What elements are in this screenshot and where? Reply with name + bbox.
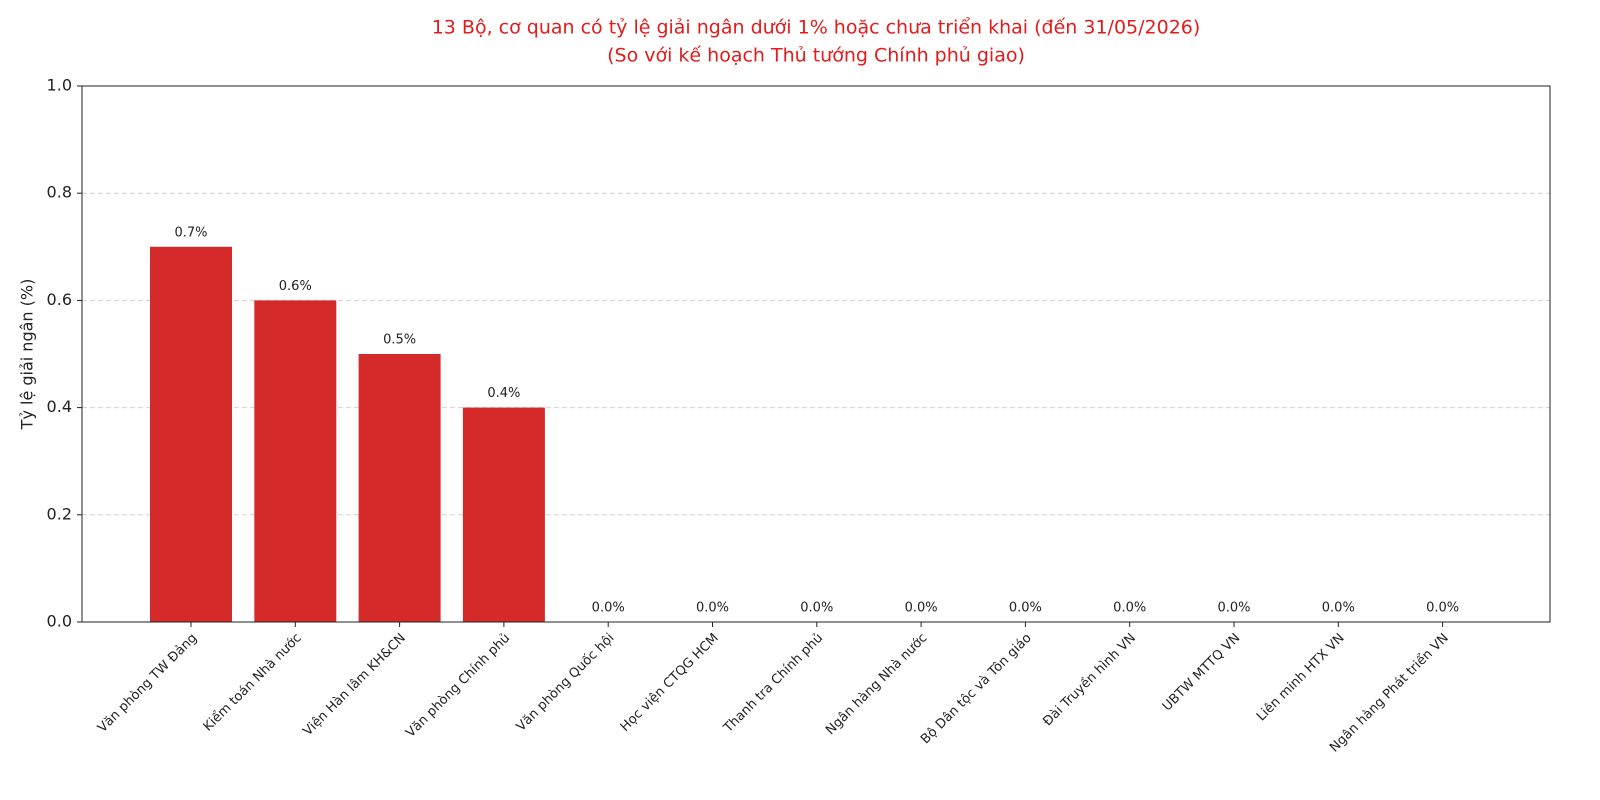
x-tick-label: Ngân hàng Nhà nước (823, 631, 930, 738)
value-label: 0.6% (279, 279, 312, 294)
plot-frame (81, 85, 1551, 623)
x-tick-label: Thanh tra Chính phủ (720, 631, 826, 737)
x-tick-label: Bộ Dân tộc và Tôn giáo (918, 631, 1035, 748)
x-tick-label: Ngân hàng Phát triển VN (1327, 631, 1452, 756)
value-label: 0.5% (383, 333, 416, 348)
bar (358, 354, 441, 622)
value-label: 0.0% (800, 601, 833, 616)
y-tick-label: 0.8 (47, 183, 72, 202)
y-tick-label: 0.2 (47, 504, 72, 523)
value-label: 0.0% (905, 601, 938, 616)
chart-subtitle: (So với kế hoạch Thủ tướng Chính phủ gia… (607, 45, 1025, 67)
x-tick-label: Kiểm toán Nhà nước (201, 631, 305, 735)
value-label: 0.7% (174, 225, 207, 240)
value-label: 0.0% (592, 601, 625, 616)
value-label: 0.0% (1009, 601, 1042, 616)
y-tick-label: 0.6 (47, 290, 72, 309)
y-tick-label: 1.0 (47, 76, 72, 95)
x-tick-label: UBTW MTTQ VN (1160, 631, 1244, 715)
bar (254, 300, 337, 622)
x-tick-label: Văn phòng Quốc hội (514, 631, 618, 735)
x-tick-label: Văn phòng Chính phủ (403, 631, 513, 741)
value-label: 0.0% (1426, 601, 1459, 616)
value-label: 0.0% (696, 601, 729, 616)
x-tick-label: Viện Hàn lâm KH&CN (300, 631, 408, 739)
value-label: 0.0% (1113, 601, 1146, 616)
x-tick-label: Đài Truyền hình VN (1040, 631, 1139, 730)
value-label: 0.4% (487, 386, 520, 401)
value-label: 0.0% (1217, 601, 1250, 616)
y-axis-label: Tỷ lệ giải ngân (%) (18, 279, 37, 431)
x-tick-label: Liên minh HTX VN (1254, 631, 1348, 725)
x-tick-label: Văn phòng TW Đảng (95, 631, 200, 736)
chart-title: 13 Bộ, cơ quan có tỷ lệ giải ngân dưới 1… (432, 17, 1201, 39)
bar (462, 407, 545, 622)
value-label: 0.0% (1322, 601, 1355, 616)
y-tick-label: 0.4 (47, 397, 72, 416)
y-tick-label: 0.0 (47, 612, 72, 631)
bar (150, 246, 232, 623)
x-tick-label: Học viện CTQG HCM (618, 631, 722, 735)
